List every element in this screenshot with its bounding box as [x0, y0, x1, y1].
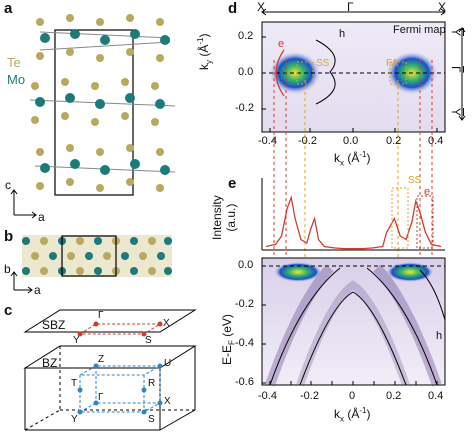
- sbz-y: Y: [73, 335, 80, 346]
- dispersion-spot-left: [274, 262, 322, 282]
- top-label-x-right: X: [438, 0, 447, 14]
- annot-h-d: h: [339, 28, 346, 40]
- panel-letter-d: d: [228, 0, 238, 17]
- d-ytick-0: 0.2: [238, 30, 254, 42]
- axis-b-label: b: [4, 262, 11, 276]
- d-xtick-2: 0.0: [343, 135, 359, 147]
- sbz-outline: [23, 309, 197, 333]
- annot-h-e: h: [436, 330, 443, 342]
- top-label-gamma: Γ: [347, 0, 354, 14]
- top-label-x-left: X: [257, 0, 266, 14]
- e-xlabel: kx (Å-1): [334, 406, 371, 424]
- sbz-s: S: [145, 335, 152, 346]
- e-xtick-6: 0.2: [386, 390, 402, 402]
- d-xtick-0: -0.4: [258, 135, 277, 147]
- e-xtick-0: -0.4: [258, 390, 277, 402]
- axis-a2-label: a: [34, 283, 41, 297]
- bz-z: Z: [98, 354, 105, 365]
- e-xtick-8: 0.4: [428, 390, 444, 402]
- bz-r: R: [148, 378, 156, 389]
- axis-c-label: c: [5, 178, 11, 192]
- layer-3: [34, 144, 176, 192]
- e-ylabel: E-EF (eV): [220, 314, 237, 365]
- axes-c-a: [10, 189, 37, 219]
- sbz-x: X: [163, 318, 170, 329]
- d-xtick-1: -0.2: [298, 135, 317, 147]
- bz-y: Y: [71, 414, 78, 425]
- legend-te-label: Te: [7, 55, 21, 70]
- annot-fa-d: FA: [386, 58, 399, 69]
- fermi-spot-left: [269, 51, 321, 95]
- panel-letter-c: c: [4, 302, 13, 319]
- panel-b-atoms: [22, 237, 172, 275]
- fermi-map-title: Fermi map: [393, 24, 446, 36]
- annot-e-d: e: [278, 38, 285, 50]
- e-intensity-label: Intensity (a.u.): [210, 195, 238, 240]
- layer-2: [29, 78, 176, 126]
- annot-ss-e: SS: [408, 175, 422, 186]
- annot-e-e: e: [424, 186, 431, 198]
- layer-1: [36, 14, 171, 62]
- intensity-curve-group: [265, 195, 442, 250]
- panel-b-cell: [61, 235, 117, 277]
- bz-t: T: [71, 378, 78, 389]
- e-ytick-1: -0.2: [235, 298, 254, 310]
- e-xtick-2: -0.2: [300, 390, 319, 402]
- sbz-label: SBZ: [42, 318, 66, 332]
- bz-u: U: [164, 358, 172, 369]
- e-xtick-4: 0: [349, 390, 356, 402]
- d-ytick-1: 0.0: [238, 66, 254, 78]
- e-ytick-0: 0.0: [238, 259, 254, 271]
- sbz-gamma: Γ: [98, 310, 104, 321]
- bz-label: BZ: [42, 356, 58, 370]
- panel-letter-e: e: [228, 175, 237, 192]
- d-xlabel: kx (Å-1): [334, 150, 371, 168]
- panel-letter-a: a: [4, 0, 13, 17]
- intensity-series-line: [265, 195, 442, 250]
- bz-x: X: [164, 396, 171, 407]
- dispersion-spot-right: [386, 262, 434, 282]
- e-ytick-3: -0.6: [235, 376, 254, 388]
- e-ytick-2: -0.4: [235, 337, 254, 349]
- annot-ss-d: SS: [316, 58, 330, 69]
- bz-gamma: Γ: [98, 392, 104, 403]
- d-xtick-4: 0.4: [428, 135, 444, 147]
- unit-cell-box: [54, 29, 134, 196]
- legend-mo-label: Mo: [7, 72, 26, 87]
- d-ytick-2: -0.2: [235, 102, 254, 114]
- panel-letter-b: b: [4, 228, 14, 245]
- axis-a-label: a: [38, 210, 45, 224]
- d-xtick-3: 0.2: [386, 135, 402, 147]
- bz-s: S: [148, 414, 155, 425]
